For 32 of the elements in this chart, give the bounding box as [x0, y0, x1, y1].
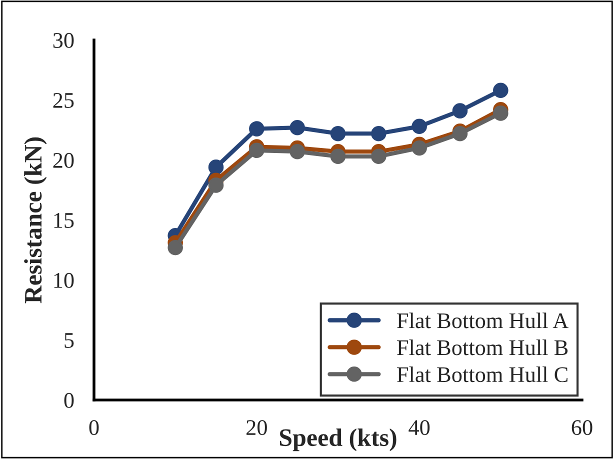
point — [493, 106, 508, 121]
point — [168, 240, 183, 256]
point — [290, 144, 305, 160]
x-axis-title: Speed (kts) — [280, 428, 396, 452]
y-tick-label: 20 — [53, 152, 74, 168]
x-tick-label: 0 — [89, 420, 99, 436]
point — [330, 148, 346, 164]
legend-label: Flat Bottom Hull C — [397, 366, 568, 382]
y-tick-label: 15 — [54, 213, 74, 228]
point — [208, 178, 224, 193]
point — [249, 121, 264, 136]
point — [412, 140, 427, 156]
y-tick-label: 30 — [53, 32, 74, 48]
y-tick-label: 10 — [54, 272, 74, 288]
y-tick-label: 25 — [53, 92, 74, 108]
y-tick-label: 5 — [64, 333, 74, 348]
y-axis-title: Resistance (kN) — [24, 137, 47, 304]
point — [493, 82, 508, 98]
point — [290, 120, 305, 136]
legend-label: Flat Bottom Hull B — [397, 340, 568, 356]
x-tick-label: 60 — [572, 420, 592, 436]
point — [249, 142, 264, 158]
point — [371, 148, 386, 164]
x-tick-label: 20 — [246, 420, 267, 436]
point — [412, 118, 427, 134]
point — [452, 103, 468, 118]
legend-label: Flat Bottom Hull A — [397, 312, 569, 328]
point — [330, 126, 346, 142]
point — [208, 160, 224, 175]
x-tick-label: 40 — [408, 420, 430, 436]
point — [371, 126, 386, 142]
y-tick-label: 0 — [64, 392, 74, 408]
